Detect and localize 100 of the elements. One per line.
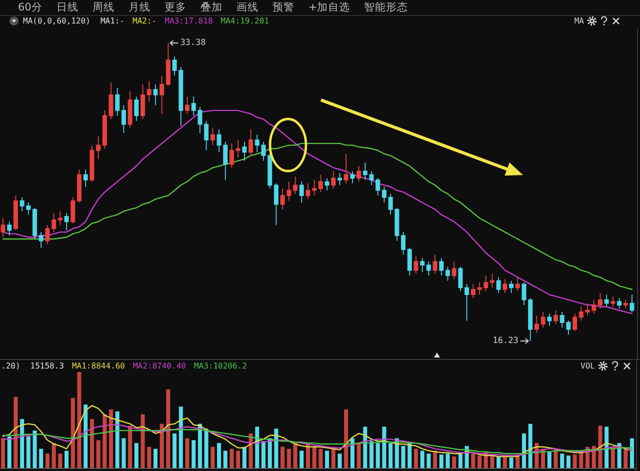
bar <box>90 419 94 468</box>
candlestick <box>45 224 50 245</box>
bar <box>77 372 82 468</box>
bar <box>598 426 602 468</box>
text: 画线 <box>236 0 258 14</box>
candlestick <box>439 258 444 276</box>
candlestick <box>496 276 501 294</box>
bar <box>122 438 126 468</box>
text: 智能形态 <box>364 0 408 14</box>
bar <box>96 440 100 468</box>
candlestick <box>534 315 539 334</box>
candlestick <box>102 110 107 150</box>
bar <box>433 450 438 468</box>
candlestick <box>401 232 406 256</box>
bar <box>223 450 228 468</box>
candlestick <box>274 182 278 226</box>
bar <box>204 428 208 468</box>
bar <box>617 443 622 468</box>
bar <box>325 450 330 468</box>
candlestick <box>115 87 120 116</box>
bar <box>230 448 234 468</box>
bar <box>248 433 253 468</box>
candlestick <box>324 178 330 191</box>
bar <box>446 454 450 468</box>
candlestick <box>248 129 254 156</box>
bar <box>134 443 138 468</box>
candlestick <box>528 298 533 342</box>
candlestick <box>382 186 386 203</box>
candlestick <box>134 96 139 122</box>
candlestick <box>229 142 234 168</box>
bar <box>370 441 374 468</box>
candlestick <box>146 80 152 102</box>
bar <box>52 443 56 468</box>
series-label: 15158.3 <box>30 362 64 370</box>
candlestick <box>38 232 44 248</box>
candlestick <box>610 296 616 308</box>
bar <box>547 452 552 468</box>
bar <box>376 443 380 468</box>
text: 月线 <box>128 0 150 14</box>
bar <box>153 448 158 468</box>
bar <box>274 428 278 468</box>
candlestick <box>299 181 304 203</box>
candlestick <box>83 169 88 188</box>
bar <box>115 411 120 468</box>
candlestick <box>306 182 310 200</box>
candlestick <box>350 170 355 184</box>
annotation: 33.38 <box>180 38 206 48</box>
bar <box>45 454 50 468</box>
candlestick <box>210 127 215 146</box>
bar <box>572 454 577 468</box>
bar <box>140 414 145 468</box>
candlestick <box>140 84 146 120</box>
bar <box>478 456 482 468</box>
bar <box>458 454 462 468</box>
candlestick <box>432 254 438 274</box>
candlestick <box>623 299 628 309</box>
bar <box>70 398 75 468</box>
text: 日线 <box>56 0 78 14</box>
text: MA2:8740.40 <box>132 362 186 370</box>
candlestick <box>108 82 114 120</box>
bar <box>522 433 526 468</box>
candlestick <box>547 313 552 326</box>
legend-label: MA2:- <box>132 16 157 26</box>
candlestick <box>70 196 76 224</box>
bar <box>471 454 476 468</box>
bar <box>58 454 62 468</box>
candlestick <box>554 310 558 325</box>
bar <box>64 450 69 468</box>
bar <box>255 426 260 468</box>
bar <box>14 396 18 468</box>
candlestick <box>76 169 82 203</box>
bar <box>172 433 177 468</box>
candlestick <box>312 179 317 196</box>
candlestick <box>598 292 602 309</box>
text: MA3:17.818 <box>164 16 213 26</box>
candlestick <box>572 313 578 332</box>
candlestick <box>7 221 12 236</box>
candlestick <box>509 280 514 294</box>
text: MA1:8844.60 <box>72 362 126 370</box>
candlestick <box>160 75 164 114</box>
candlestick <box>166 42 170 87</box>
bar <box>350 438 354 468</box>
bar <box>401 446 406 468</box>
candlestick <box>236 140 240 158</box>
candlestick <box>414 256 418 274</box>
bar <box>344 409 348 468</box>
bar <box>178 406 183 468</box>
candlestick <box>121 104 126 134</box>
candlestick <box>64 212 69 231</box>
bar <box>242 446 246 468</box>
bar <box>630 438 634 468</box>
candlestick <box>0 218 6 238</box>
bar <box>318 448 323 468</box>
bar <box>268 438 272 468</box>
text: 叠加 <box>200 0 222 14</box>
candlestick <box>490 273 494 288</box>
candlestick <box>446 266 450 282</box>
text: 周线 <box>92 0 114 14</box>
bar <box>356 443 361 468</box>
candlestick <box>331 170 336 190</box>
